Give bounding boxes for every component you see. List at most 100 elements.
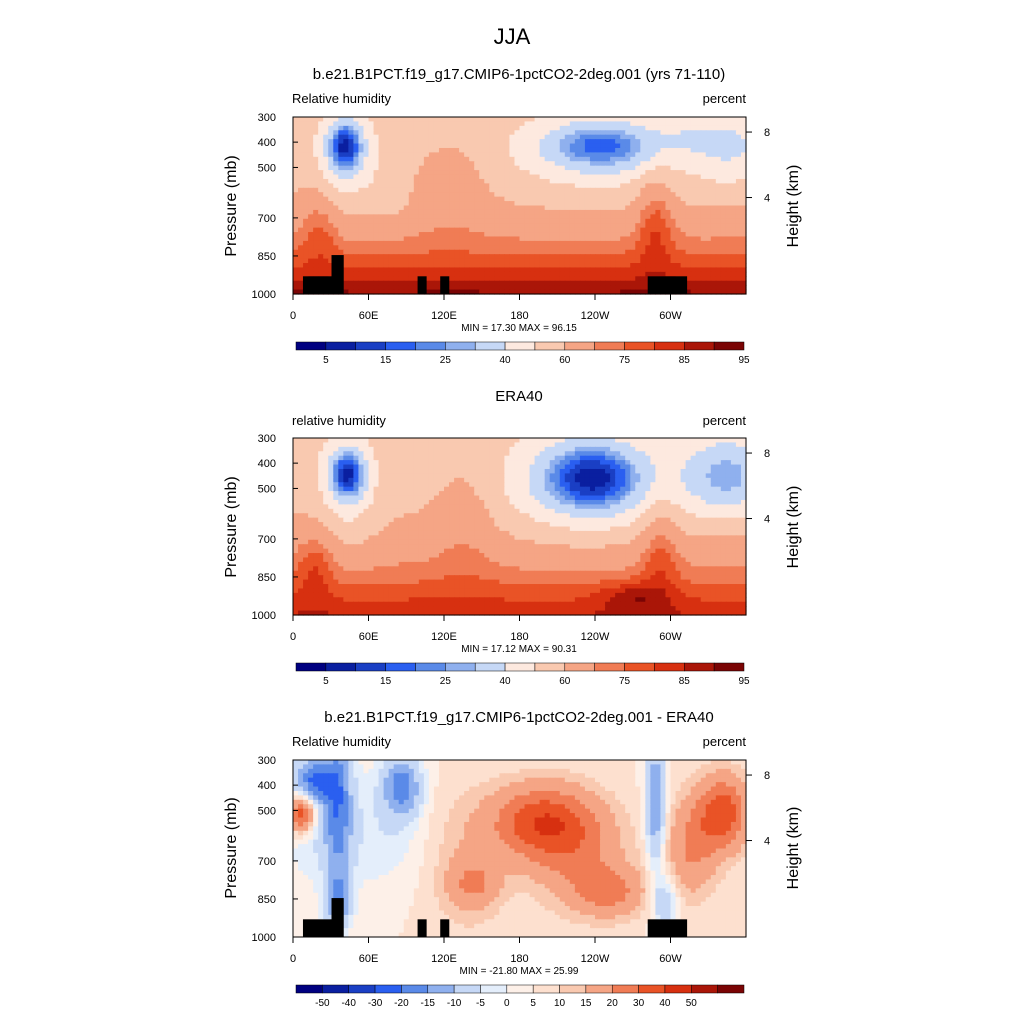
contour-cell xyxy=(293,218,299,224)
contour-cell xyxy=(685,165,692,171)
contour-cell xyxy=(323,240,329,246)
contour-cell xyxy=(393,165,400,171)
contour-cell xyxy=(635,289,641,295)
contour-cell xyxy=(675,249,682,255)
contour-cell xyxy=(509,289,516,295)
contour-cell xyxy=(630,438,636,444)
contour-cell xyxy=(479,464,485,470)
contour-cell xyxy=(589,178,596,184)
contour-cell xyxy=(323,125,329,131)
contour-cell xyxy=(655,147,662,153)
contour-cell xyxy=(715,170,722,176)
contour-cell xyxy=(343,174,349,180)
contour-cell xyxy=(444,201,450,207)
contour-cell xyxy=(710,130,717,136)
contour-cell xyxy=(469,209,475,215)
contour-cell xyxy=(665,143,672,149)
contour-cell xyxy=(665,209,672,215)
contour-cell xyxy=(625,165,631,171)
contour-cell xyxy=(700,232,707,238)
contour-cell xyxy=(615,156,621,162)
contour-cell xyxy=(348,460,354,466)
contour-cell xyxy=(459,161,465,167)
contour-cell xyxy=(600,201,606,207)
contour-cell xyxy=(640,254,646,260)
contour-cell xyxy=(408,258,415,264)
contour-cell xyxy=(479,495,485,501)
contour-cell xyxy=(504,201,511,207)
contour-cell xyxy=(715,254,722,260)
contour-cell xyxy=(494,214,500,220)
contour-cell xyxy=(383,258,390,264)
contour-cell xyxy=(363,460,370,466)
contour-cell xyxy=(539,455,546,461)
contour-cell xyxy=(358,165,365,171)
contour-cell xyxy=(378,460,385,466)
contour-cell xyxy=(610,143,616,149)
contour-cell xyxy=(620,152,626,158)
contour-cell xyxy=(378,451,385,457)
contour-cell xyxy=(393,223,400,229)
contour-cell xyxy=(428,482,435,488)
contour-cell xyxy=(720,125,727,131)
contour-cell xyxy=(479,258,485,264)
contour-cell xyxy=(459,147,465,153)
contour-cell xyxy=(524,236,531,242)
contour-cell xyxy=(665,468,672,474)
contour-cell xyxy=(680,170,687,176)
contour-cell xyxy=(388,446,395,452)
contour-cell xyxy=(363,209,370,215)
contour-cell xyxy=(413,143,420,149)
contour-cell xyxy=(615,464,621,470)
contour-cell xyxy=(343,121,349,127)
contour-cell xyxy=(645,214,651,220)
contour-cell xyxy=(675,460,682,466)
contour-cell xyxy=(685,223,692,229)
contour-cell xyxy=(519,267,526,273)
contour-cell xyxy=(544,196,551,202)
contour-cell xyxy=(514,209,521,215)
contour-cell xyxy=(589,209,596,215)
contour-cell xyxy=(544,143,551,149)
contour-cell xyxy=(343,482,349,488)
contour-cell xyxy=(348,214,354,220)
contour-cell xyxy=(559,209,566,215)
contour-cell xyxy=(720,451,727,457)
contour-cell xyxy=(640,473,646,479)
contour-cell xyxy=(479,218,485,224)
contour-cell xyxy=(358,121,365,127)
contour-cell xyxy=(660,249,667,255)
contour-cell xyxy=(433,147,440,153)
contour-cell xyxy=(433,473,440,479)
contour-cell xyxy=(630,473,636,479)
contour-cell xyxy=(398,446,405,452)
contour-cell xyxy=(433,236,440,242)
contour-cell xyxy=(559,236,566,242)
contour-cell xyxy=(428,183,435,189)
contour-cell xyxy=(730,152,737,158)
contour-cell xyxy=(338,438,344,444)
contour-cell xyxy=(454,455,460,461)
contour-cell xyxy=(534,187,541,193)
contour-cell xyxy=(665,192,672,198)
contour-cell xyxy=(529,455,536,461)
contour-cell xyxy=(584,165,591,171)
contour-cell xyxy=(680,491,687,497)
contour-cell xyxy=(685,285,692,291)
contour-cell xyxy=(388,451,395,457)
contour-cell xyxy=(358,258,365,264)
contour-cell xyxy=(670,170,677,176)
contour-cell xyxy=(494,227,500,233)
contour-cell xyxy=(695,117,702,123)
contour-cell xyxy=(725,258,732,264)
contour-cell xyxy=(544,187,551,193)
contour-cell xyxy=(469,460,475,466)
contour-cell xyxy=(595,165,601,171)
contour-cell xyxy=(584,280,591,286)
contour-cell xyxy=(740,209,747,215)
contour-cell xyxy=(479,285,485,291)
contour-cell xyxy=(423,232,430,238)
contour-cell xyxy=(529,218,536,224)
contour-cell xyxy=(589,152,596,158)
contour-cell xyxy=(308,152,314,158)
